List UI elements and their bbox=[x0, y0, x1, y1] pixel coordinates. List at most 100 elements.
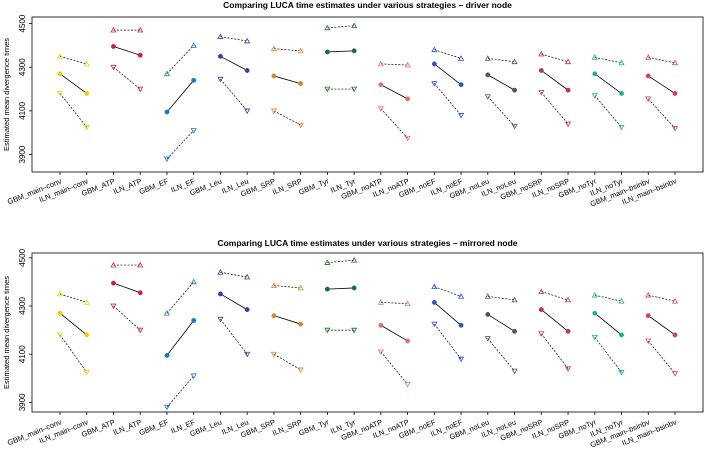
upper-point bbox=[56, 53, 64, 59]
upper-point bbox=[83, 299, 90, 305]
mean-point bbox=[111, 44, 116, 49]
upper-point bbox=[244, 37, 251, 44]
upper-connector bbox=[434, 286, 462, 297]
mean-connector bbox=[273, 315, 301, 325]
x-tick-label: GBM_EF bbox=[138, 417, 170, 437]
upper-point bbox=[56, 290, 64, 297]
lower-point bbox=[56, 91, 64, 97]
lower-connector bbox=[380, 351, 408, 385]
upper-connector bbox=[327, 25, 355, 29]
mean-point bbox=[351, 285, 357, 291]
upper-connector bbox=[648, 294, 676, 302]
lower-point bbox=[538, 89, 545, 96]
mean-connector bbox=[166, 320, 195, 356]
plot-frame bbox=[31, 16, 704, 173]
mean-point bbox=[137, 52, 143, 58]
mean-point bbox=[164, 352, 170, 358]
mean-point bbox=[111, 280, 116, 286]
upper-point bbox=[377, 299, 384, 305]
upper-point bbox=[671, 59, 679, 66]
mean-point bbox=[592, 310, 598, 316]
lower-connector bbox=[434, 323, 462, 360]
mean-point bbox=[431, 299, 437, 305]
upper-point bbox=[270, 45, 277, 51]
upper-connector bbox=[273, 285, 301, 289]
lower-connector bbox=[648, 98, 676, 129]
mean-point bbox=[672, 332, 678, 338]
mean-connector bbox=[327, 50, 355, 53]
upper-point bbox=[511, 58, 518, 65]
lower-point bbox=[163, 404, 171, 411]
mean-point bbox=[485, 72, 491, 78]
mean-point bbox=[565, 328, 571, 334]
upper-connector bbox=[166, 281, 194, 314]
lower-point bbox=[404, 135, 411, 142]
lower-connector bbox=[113, 66, 141, 90]
upper-point bbox=[83, 60, 90, 67]
upper-point bbox=[217, 33, 224, 39]
lower-point bbox=[484, 94, 491, 100]
lower-connector bbox=[59, 334, 88, 373]
mean-connector bbox=[434, 302, 462, 326]
mean-point bbox=[538, 307, 544, 313]
lower-point bbox=[618, 369, 625, 376]
mean-point bbox=[84, 332, 90, 338]
mean-point bbox=[324, 286, 330, 292]
y-axis-label: Estimated mean divergence times bbox=[2, 276, 11, 389]
lower-point bbox=[83, 369, 90, 376]
upper-point bbox=[404, 61, 411, 68]
mean-connector bbox=[380, 324, 408, 342]
upper-point bbox=[458, 55, 465, 61]
mean-connector bbox=[59, 73, 87, 94]
mean-point bbox=[405, 338, 411, 344]
upper-point bbox=[591, 291, 598, 298]
y-tick-label: 4100 bbox=[18, 345, 27, 363]
mean-point bbox=[645, 73, 651, 79]
mean-connector bbox=[327, 287, 355, 290]
mean-connector bbox=[541, 70, 569, 91]
upper-connector bbox=[273, 48, 301, 52]
mean-point bbox=[57, 310, 63, 316]
mean-connector bbox=[594, 73, 622, 94]
y-axis-label: Estimated mean divergence times bbox=[2, 38, 11, 151]
y-tick-label: 4100 bbox=[18, 101, 27, 119]
mean-connector bbox=[380, 84, 408, 100]
mean-connector bbox=[541, 309, 569, 332]
upper-connector bbox=[166, 45, 194, 75]
upper-point bbox=[404, 300, 411, 306]
lower-point bbox=[324, 86, 331, 93]
lower-connector bbox=[273, 110, 301, 126]
upper-point bbox=[137, 26, 144, 33]
upper-connector bbox=[541, 291, 569, 301]
lower-point bbox=[270, 108, 277, 115]
lower-connector bbox=[113, 305, 141, 331]
upper-connector bbox=[594, 57, 622, 64]
mean-point bbox=[458, 82, 464, 88]
lower-point bbox=[190, 373, 197, 380]
upper-point bbox=[244, 273, 251, 280]
mean-connector bbox=[113, 282, 141, 294]
upper-point bbox=[324, 259, 331, 265]
y-tick-label: 4300 bbox=[18, 297, 27, 315]
lower-point bbox=[137, 86, 144, 93]
mean-connector bbox=[59, 312, 87, 336]
x-tick-label: GBM_Tyr bbox=[297, 176, 330, 196]
lower-connector bbox=[487, 338, 515, 372]
lower-connector bbox=[541, 333, 569, 369]
y-tick-label: 3900 bbox=[18, 145, 27, 163]
mean-point bbox=[512, 328, 518, 334]
mean-point bbox=[672, 90, 678, 96]
lower-point bbox=[217, 76, 224, 83]
upper-connector bbox=[487, 296, 515, 301]
mean-connector bbox=[273, 75, 301, 84]
x-tick-label: GBM_EF bbox=[138, 176, 170, 196]
mean-connector bbox=[220, 55, 248, 71]
mean-connector bbox=[166, 80, 195, 113]
mirrored-node-chart: Comparing LUCA time estimates under vari… bbox=[2, 238, 704, 450]
lower-point bbox=[83, 124, 90, 131]
lower-connector bbox=[166, 130, 194, 160]
upper-point bbox=[484, 55, 491, 61]
upper-connector bbox=[59, 55, 87, 65]
lower-connector bbox=[166, 375, 194, 408]
lower-point bbox=[324, 327, 331, 334]
